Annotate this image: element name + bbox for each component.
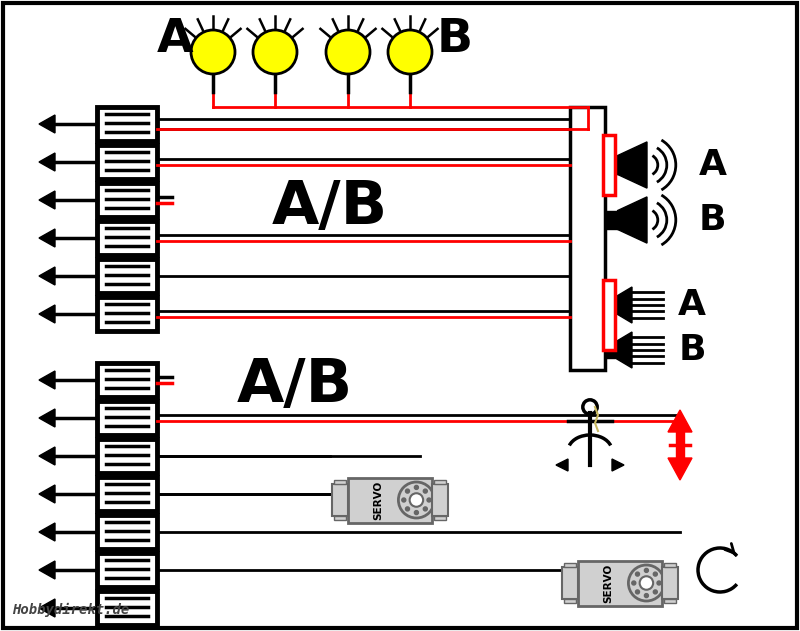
Circle shape xyxy=(640,576,653,590)
Bar xyxy=(97,591,157,625)
Bar xyxy=(334,516,346,520)
Polygon shape xyxy=(39,191,55,209)
Circle shape xyxy=(427,498,431,502)
Circle shape xyxy=(635,590,639,594)
Circle shape xyxy=(414,485,418,490)
Circle shape xyxy=(582,400,597,414)
Bar xyxy=(97,183,157,217)
Bar xyxy=(578,560,662,606)
Bar xyxy=(605,211,618,230)
Bar xyxy=(664,563,676,567)
Text: SERVO: SERVO xyxy=(603,563,613,603)
Circle shape xyxy=(632,581,636,585)
Polygon shape xyxy=(39,447,55,465)
Text: SERVO: SERVO xyxy=(373,480,383,519)
Text: A: A xyxy=(699,148,727,182)
Bar xyxy=(662,567,678,599)
Polygon shape xyxy=(39,409,55,427)
Text: B: B xyxy=(678,333,706,367)
Bar xyxy=(348,478,432,522)
Bar xyxy=(97,439,157,473)
Polygon shape xyxy=(556,459,568,471)
Polygon shape xyxy=(39,523,55,541)
Polygon shape xyxy=(618,197,647,243)
Text: B: B xyxy=(699,203,726,237)
Bar xyxy=(97,477,157,511)
Bar xyxy=(97,363,157,397)
Circle shape xyxy=(406,507,410,511)
Bar xyxy=(564,599,576,603)
Bar xyxy=(603,135,615,195)
Polygon shape xyxy=(618,142,647,188)
Polygon shape xyxy=(615,332,632,368)
Bar xyxy=(434,516,446,520)
Polygon shape xyxy=(39,115,55,133)
Circle shape xyxy=(423,507,427,511)
Polygon shape xyxy=(39,153,55,171)
Circle shape xyxy=(191,30,235,74)
Bar xyxy=(334,480,346,484)
Circle shape xyxy=(423,489,427,493)
Bar xyxy=(332,484,348,516)
Bar xyxy=(97,145,157,179)
Bar xyxy=(97,107,157,141)
Polygon shape xyxy=(39,229,55,247)
Bar xyxy=(605,297,615,313)
Polygon shape xyxy=(39,485,55,503)
Circle shape xyxy=(406,489,410,493)
Bar xyxy=(664,599,676,603)
Bar xyxy=(562,567,578,599)
Circle shape xyxy=(635,572,639,576)
Circle shape xyxy=(402,498,406,502)
Bar xyxy=(97,297,157,331)
Circle shape xyxy=(657,581,661,585)
Circle shape xyxy=(253,30,297,74)
Bar xyxy=(97,259,157,293)
Circle shape xyxy=(326,30,370,74)
Text: A: A xyxy=(157,18,194,62)
Text: B: B xyxy=(437,18,473,62)
Bar xyxy=(676,428,684,462)
Text: A: A xyxy=(678,288,706,322)
Polygon shape xyxy=(39,267,55,285)
Circle shape xyxy=(398,482,434,518)
Polygon shape xyxy=(668,458,692,480)
Polygon shape xyxy=(39,561,55,579)
Bar xyxy=(605,156,618,174)
Bar xyxy=(603,280,615,350)
Text: A/B: A/B xyxy=(272,177,388,237)
Polygon shape xyxy=(39,599,55,617)
Bar xyxy=(434,480,446,484)
Circle shape xyxy=(645,569,648,572)
Bar xyxy=(97,401,157,435)
Text: Hobbydirekt.de: Hobbydirekt.de xyxy=(12,603,130,617)
Circle shape xyxy=(388,30,432,74)
Bar xyxy=(97,221,157,255)
Circle shape xyxy=(654,590,658,594)
Bar xyxy=(97,515,157,549)
Bar xyxy=(432,484,448,516)
Bar xyxy=(564,563,576,567)
Polygon shape xyxy=(39,305,55,323)
Polygon shape xyxy=(668,410,692,432)
Polygon shape xyxy=(615,287,632,323)
Circle shape xyxy=(414,510,418,515)
Text: A/B: A/B xyxy=(237,355,353,415)
Circle shape xyxy=(645,594,648,598)
Polygon shape xyxy=(612,459,624,471)
Circle shape xyxy=(654,572,658,576)
Bar xyxy=(97,553,157,587)
Circle shape xyxy=(629,565,664,601)
Polygon shape xyxy=(39,371,55,389)
Circle shape xyxy=(410,493,423,507)
Bar xyxy=(605,342,615,358)
Bar xyxy=(570,107,605,370)
